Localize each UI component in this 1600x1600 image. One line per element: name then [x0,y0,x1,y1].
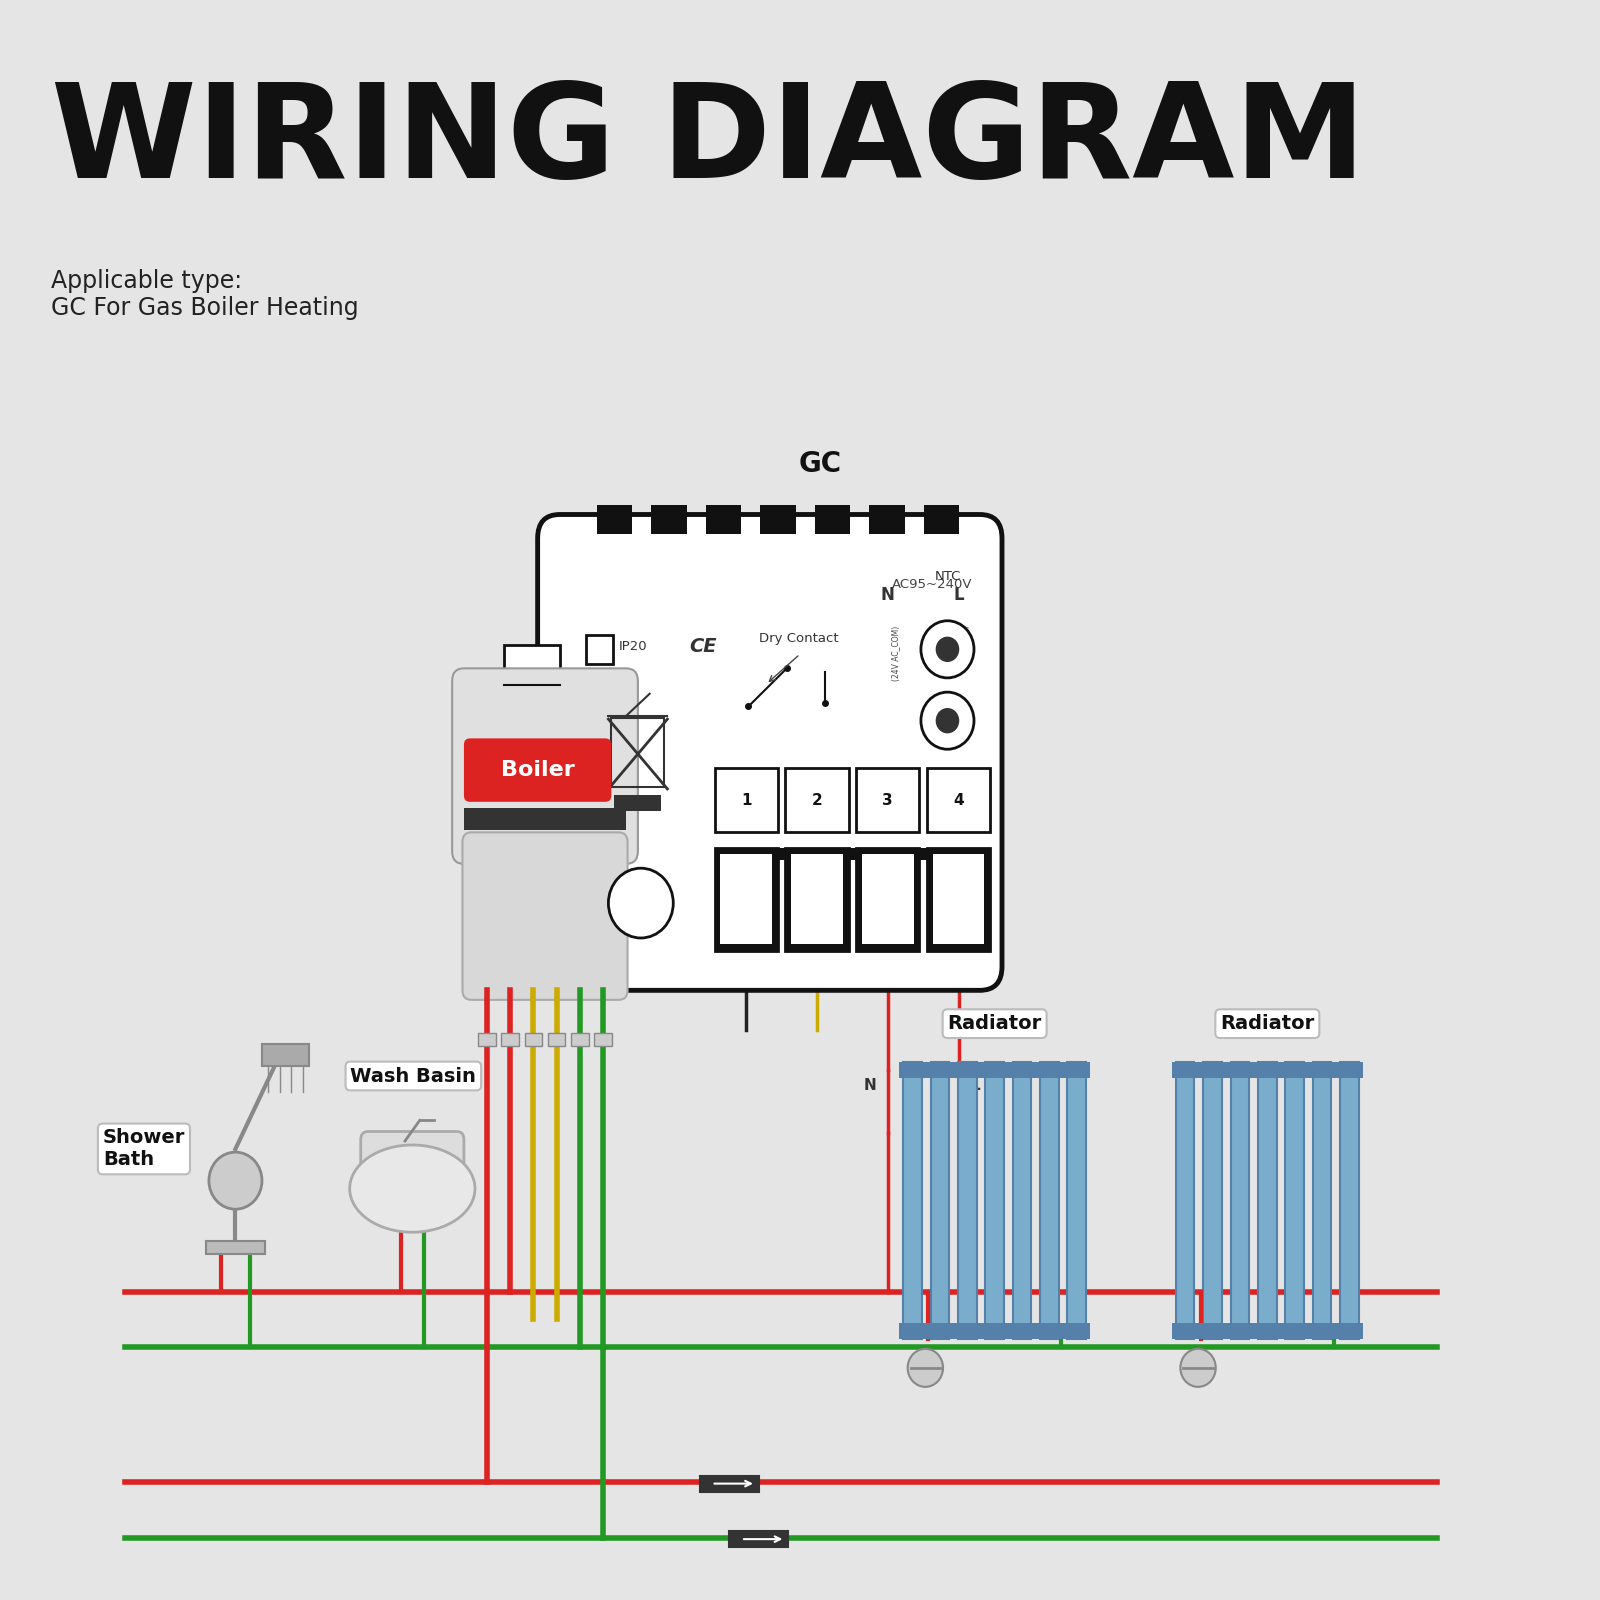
Circle shape [1181,1349,1216,1387]
Bar [862,854,914,944]
Text: L: L [970,1077,979,1093]
Bar [651,506,686,533]
Text: (24V AC_+): (24V AC_+) [962,626,970,669]
Text: Wash Basin: Wash Basin [350,1067,477,1085]
Bar [869,506,904,533]
Bar [1258,1062,1277,1339]
Bar [958,1062,976,1339]
Bar [986,1062,1003,1339]
Bar [206,1242,266,1254]
Bar [926,848,990,950]
Bar [899,1323,1091,1339]
Bar [856,768,920,832]
Bar [931,1062,949,1339]
Bar [594,1034,611,1046]
Bar [504,645,560,838]
Text: 3: 3 [883,792,893,808]
Bar [715,848,990,861]
Bar [614,795,661,811]
Bar [501,1034,518,1046]
Circle shape [210,1152,262,1210]
Bar [1203,1062,1222,1339]
Text: (24V AC_COM): (24V AC_COM) [891,626,899,680]
Bar [1171,1062,1363,1077]
Text: N: N [882,586,894,603]
Circle shape [922,693,974,749]
Text: GC: GC [798,450,842,478]
FancyBboxPatch shape [453,669,638,864]
Bar [720,854,773,944]
Circle shape [936,637,960,662]
Bar [1013,1062,1032,1339]
Text: Shower
Bath: Shower Bath [102,1128,186,1170]
Circle shape [936,709,960,733]
Text: WIRING DIAGRAM: WIRING DIAGRAM [51,78,1366,205]
Bar [715,848,778,950]
Bar [790,854,843,944]
Bar [923,506,960,533]
Text: 4: 4 [954,792,963,808]
Bar [1171,1323,1363,1339]
Circle shape [922,621,974,678]
Circle shape [608,869,674,938]
Text: 2: 2 [811,792,822,808]
Bar [699,1475,758,1491]
Bar [706,506,741,533]
Bar [525,1034,542,1046]
Bar [814,506,850,533]
Bar [933,854,984,944]
Text: Radiator: Radiator [947,1014,1042,1034]
Bar [1176,1062,1195,1339]
Bar [786,848,848,950]
Bar [262,1045,309,1067]
FancyBboxPatch shape [360,1131,464,1208]
Bar [1314,1062,1331,1339]
Circle shape [907,1349,942,1387]
Text: NTC: NTC [934,570,960,582]
Bar [856,848,920,950]
FancyBboxPatch shape [464,738,611,802]
Text: L: L [954,586,963,603]
Text: 1: 1 [741,792,752,808]
Text: N: N [864,1077,875,1093]
Bar [715,768,778,832]
Bar [786,768,848,832]
Text: CE: CE [690,637,717,656]
Bar [464,808,626,829]
FancyBboxPatch shape [538,515,1002,990]
Text: Dry Contact: Dry Contact [758,632,838,645]
Bar [899,1062,1091,1077]
Ellipse shape [350,1146,475,1232]
Bar [1067,1062,1086,1339]
Text: Applicable type:
GC For Gas Boiler Heating: Applicable type: GC For Gas Boiler Heati… [51,269,358,320]
Bar [597,506,632,533]
Bar [571,1034,589,1046]
Bar [1230,1062,1250,1339]
Bar [730,1531,789,1547]
Bar [586,635,613,664]
FancyBboxPatch shape [462,832,627,1000]
Bar [1341,1062,1358,1339]
Bar [926,768,990,832]
Bar [1040,1062,1059,1339]
Text: IP20: IP20 [619,640,648,653]
Text: Radiator: Radiator [1221,1014,1315,1034]
Bar [904,1062,922,1339]
Bar [478,1034,496,1046]
Bar [1285,1062,1304,1339]
Text: Boiler: Boiler [501,760,574,781]
Bar [547,1034,565,1046]
Bar [760,506,795,533]
Text: AC95~240V: AC95~240V [893,578,973,590]
